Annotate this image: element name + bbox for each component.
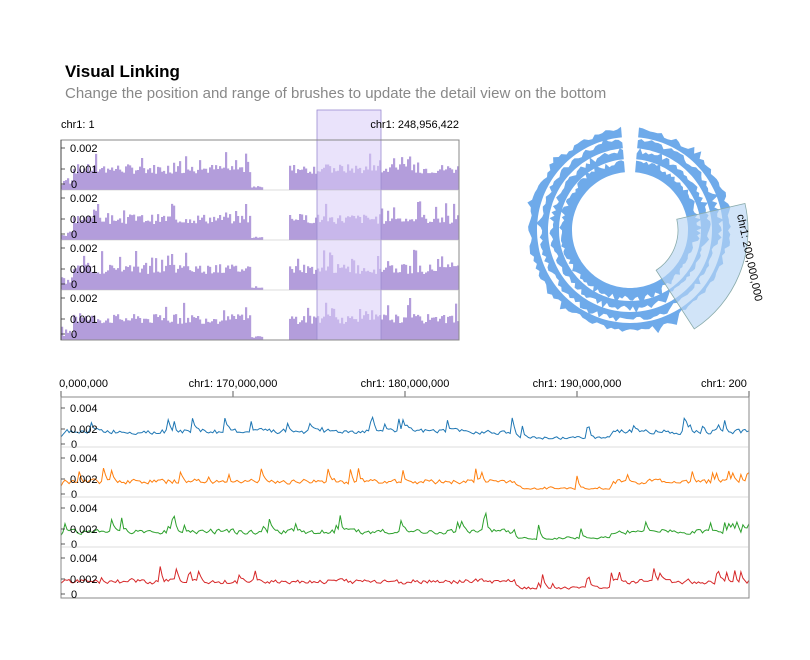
detail-y-tick-label: 0	[71, 439, 77, 451]
detail-y-axes: 0.004 0.002 0 0.004 0.002 0 0.004 0.002 0 0.004 0.…	[61, 403, 749, 601]
overview-y-tick-label: 0	[71, 279, 77, 291]
overview-y-tick-label: 0	[71, 179, 77, 191]
detail-x-tick-label: 0,000,000	[59, 378, 108, 390]
detail-y-tick-label: 0.002	[70, 424, 98, 436]
overview-y-tick-label: 0	[71, 229, 77, 241]
overview-bars	[61, 152, 460, 340]
overview-track-bars	[61, 201, 460, 240]
page-subtitle: Change the position and range of brushes…	[65, 85, 607, 102]
detail-x-tick-label: chr1: 180,000,000	[361, 378, 450, 390]
detail-x-tick-label: chr1: 200	[701, 378, 747, 390]
detail-y-tick-label: 0.004	[70, 503, 98, 515]
overview-track-bars	[61, 152, 460, 190]
overview-y-tick-label: 0.001	[70, 314, 98, 326]
detail-lines	[60, 415, 750, 590]
circular-chart: chr1: 200,000,000	[527, 126, 764, 334]
detail-series-line	[60, 415, 750, 440]
detail-y-tick-label: 0.002	[70, 574, 98, 586]
detail-series-line	[60, 566, 750, 590]
overview-y-tick-label: 0	[71, 329, 77, 341]
detail-chart: 0,000,000 chr1: 170,000,000 chr1: 180,000,…	[59, 378, 750, 601]
overview-x-start-label: chr1: 1	[61, 119, 95, 131]
detail-x-tick-label: chr1: 190,000,000	[533, 378, 622, 390]
detail-x-ticks: 0,000,000 chr1: 170,000,000 chr1: 180,000,…	[59, 378, 750, 397]
overview-y-tick-label: 0.002	[70, 243, 98, 255]
overview-y-tick-label: 0.002	[70, 193, 98, 205]
overview-brush[interactable]	[316, 109, 382, 341]
overview-chart: 0.002 0.001 0 0.002 0.001 0 0.002 0.001 0 0.002 0.…	[60, 109, 460, 341]
detail-frame	[60, 396, 750, 599]
overview-track-bars	[61, 249, 460, 290]
overview-y-axes: 0.002 0.001 0 0.002 0.001 0 0.002 0.001 0 0.002 0.…	[60, 140, 459, 341]
overview-y-tick-label: 0.001	[70, 164, 98, 176]
overview-y-tick-label: 0.002	[70, 143, 98, 155]
detail-y-tick-label: 0.002	[70, 474, 98, 486]
detail-x-tick-label: chr1: 170,000,000	[189, 378, 278, 390]
page-title: Visual Linking	[65, 62, 180, 81]
overview-y-tick-label: 0.002	[70, 293, 98, 305]
detail-y-tick-label: 0.002	[70, 524, 98, 536]
detail-y-tick-label: 0	[71, 539, 77, 551]
detail-y-tick-label: 0.004	[70, 553, 98, 565]
detail-y-tick-label: 0	[71, 589, 77, 601]
detail-y-tick-label: 0.004	[70, 453, 98, 465]
overview-track-bars	[61, 297, 460, 340]
detail-series-line	[60, 511, 750, 541]
overview-y-tick-label: 0.001	[70, 214, 98, 226]
circular-brush[interactable]	[655, 202, 749, 330]
overview-x-end-label: chr1: 248,956,422	[370, 119, 459, 131]
detail-y-tick-label: 0.004	[70, 403, 98, 415]
detail-series-line	[60, 467, 750, 491]
detail-y-tick-label: 0	[71, 489, 77, 501]
overview-y-tick-label: 0.001	[70, 264, 98, 276]
